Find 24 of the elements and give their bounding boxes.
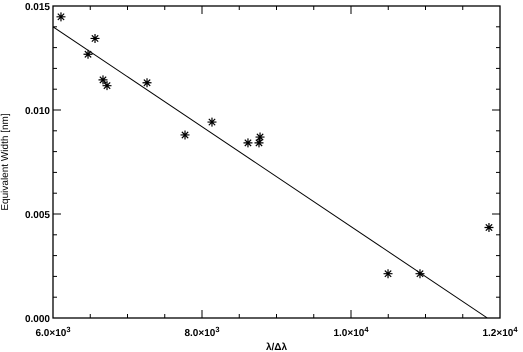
point [484, 222, 494, 233]
x-tick-label: 1.2×10$^{4}$ [482, 324, 518, 339]
point [254, 138, 264, 148]
point [254, 132, 266, 142]
point [56, 12, 66, 22]
point [206, 116, 218, 128]
point [242, 138, 254, 148]
point [382, 268, 394, 279]
y-tick-label: 0.005 [24, 210, 50, 221]
point [90, 33, 100, 44]
point [98, 74, 108, 85]
point [102, 80, 112, 91]
point [414, 268, 426, 279]
point [180, 130, 190, 140]
x-axis-title: λ/Δλ [266, 342, 288, 352]
y-tick-label: 0.000 [24, 314, 50, 325]
y-tick-label: 0.015 [24, 2, 50, 13]
y-axis-title: Equivalent Width [nm] [0, 113, 11, 211]
y-tick-label: 0.010 [24, 106, 50, 117]
point [82, 49, 94, 60]
x-tick-label: 8.0×10$^{3}$ [184, 324, 220, 339]
x-tick-label: 1.0×10$^{4}$ [333, 324, 370, 339]
point [142, 78, 152, 88]
x-tick-label: 6.0×10$^{3}$ [35, 324, 71, 339]
